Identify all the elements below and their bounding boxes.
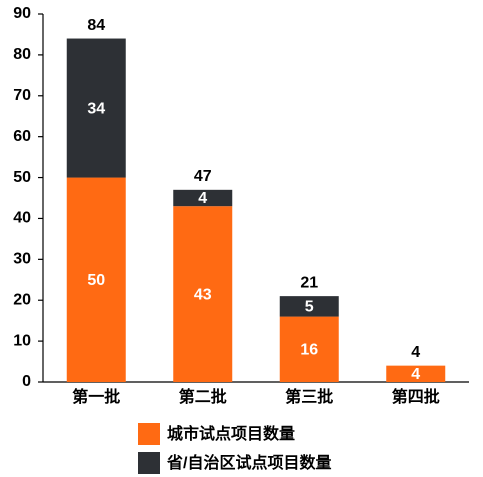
y-tick-label: 90 [13, 5, 31, 22]
legend-swatch [138, 423, 160, 445]
bar-segment [66, 38, 126, 178]
value-label: 50 [87, 272, 105, 289]
legend-label: 城市试点项目数量 [167, 424, 295, 443]
y-tick-label: 80 [13, 46, 31, 63]
y-tick-label: 30 [13, 251, 31, 268]
value-label: 16 [300, 342, 318, 359]
bar-segment [66, 177, 126, 382]
bar-segment [279, 316, 339, 382]
x-tick-label: 第一批 [72, 387, 120, 406]
x-tick-label: 第二批 [179, 387, 227, 406]
total-label: 47 [194, 168, 212, 185]
y-tick-label: 70 [13, 87, 31, 104]
value-label: 43 [194, 286, 212, 303]
y-tick-label: 0 [22, 373, 31, 390]
total-label: 84 [87, 17, 105, 34]
bar-segment [173, 189, 233, 207]
x-tick-label: 第四批 [392, 387, 440, 406]
value-label: 34 [87, 100, 105, 117]
bar-segment [173, 206, 233, 382]
bar-segment [386, 365, 446, 382]
value-label: 4 [411, 366, 420, 383]
value-label: 5 [305, 299, 314, 316]
total-label: 21 [300, 274, 318, 291]
legend-label: 省/自治区试点项目数量 [166, 453, 331, 472]
bar-segment [279, 296, 339, 317]
total-label: 4 [411, 344, 420, 361]
x-tick-label: 第三批 [285, 387, 333, 406]
y-tick-label: 20 [13, 291, 31, 308]
value-label: 4 [198, 190, 207, 207]
y-tick-label: 60 [13, 128, 31, 145]
y-tick-label: 10 [13, 332, 31, 349]
y-tick-label: 50 [13, 169, 31, 186]
y-tick-label: 40 [13, 210, 31, 227]
legend-swatch [138, 452, 160, 474]
